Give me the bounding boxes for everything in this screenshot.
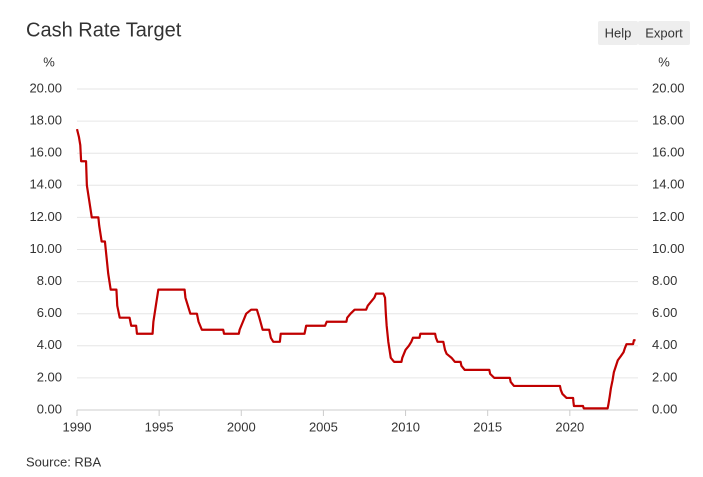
y-tick-label: 6.00 — [37, 305, 62, 320]
y2-tick-label: 14.00 — [652, 177, 685, 192]
help-button[interactable]: Help — [598, 21, 638, 45]
y2-tick-label: 8.00 — [652, 273, 677, 288]
y-tick-label: 12.00 — [29, 209, 62, 224]
y2-tick-label: 0.00 — [652, 401, 677, 416]
x-tick-label: 2000 — [227, 419, 256, 434]
source-note: Source: RBA — [26, 454, 101, 469]
y-tick-label: 18.00 — [29, 113, 62, 128]
y-tick-label: 14.00 — [29, 177, 62, 192]
y2-tick-label: 2.00 — [652, 369, 677, 384]
y-tick-label: 16.00 — [29, 145, 62, 160]
y-tick-label: 8.00 — [37, 273, 62, 288]
help-label[interactable]: Help — [605, 25, 632, 40]
export-label[interactable]: Export — [645, 25, 683, 40]
x-tick-label: 2020 — [555, 419, 584, 434]
y-tick-label: 2.00 — [37, 369, 62, 384]
y2-tick-label: 10.00 — [652, 241, 685, 256]
y-tick-label: 10.00 — [29, 241, 62, 256]
y2-tick-label: 6.00 — [652, 305, 677, 320]
rate-line — [75, 128, 636, 410]
x-tick-label: 1995 — [145, 419, 174, 434]
y-tick-label: 20.00 — [29, 80, 62, 95]
y2-axis-label: % — [658, 54, 670, 69]
x-tick-label: 2010 — [391, 419, 420, 434]
chart-title: Cash Rate Target — [26, 19, 182, 41]
export-button[interactable]: Export — [638, 21, 690, 45]
x-tick-label: 2015 — [473, 419, 502, 434]
y2-tick-label: 12.00 — [652, 209, 685, 224]
y2-tick-label: 16.00 — [652, 145, 685, 160]
x-tick-label: 2005 — [309, 419, 338, 434]
y2-tick-label: 4.00 — [652, 337, 677, 352]
y-tick-label: 4.00 — [37, 337, 62, 352]
y2-tick-label: 18.00 — [652, 113, 685, 128]
x-tick-label: 1990 — [63, 419, 92, 434]
y-axis-label: % — [43, 54, 55, 69]
y-tick-label: 0.00 — [37, 401, 62, 416]
y2-tick-label: 20.00 — [652, 80, 685, 95]
